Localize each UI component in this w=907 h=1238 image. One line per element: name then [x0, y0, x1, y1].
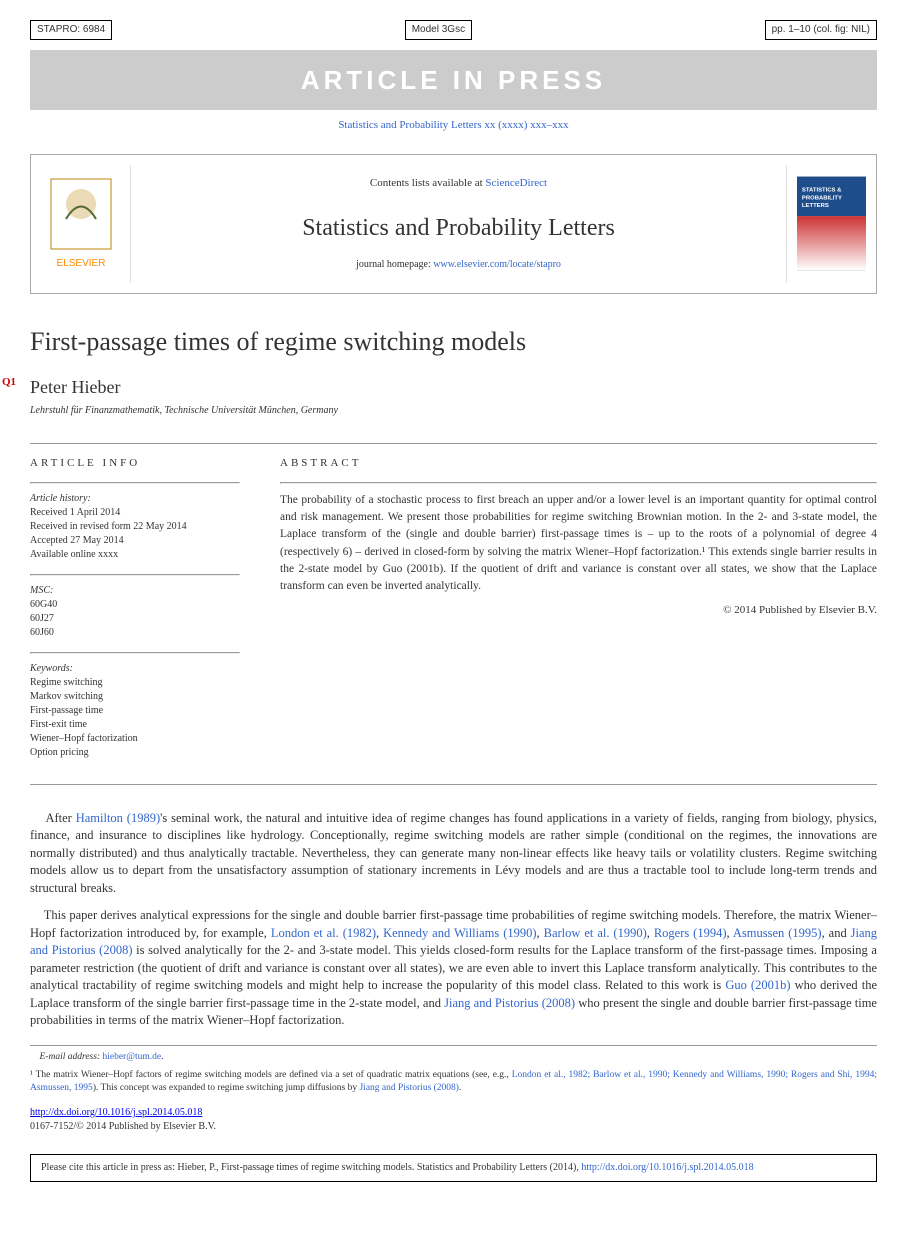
affiliation: Lehrstuhl für Finanzmathematik, Technisc…: [30, 404, 877, 418]
contents-available-line: Contents lists available at ScienceDirec…: [151, 176, 766, 191]
author-name: Q1 Peter Hieber: [30, 375, 877, 400]
query-marker: Q1: [2, 375, 16, 390]
pages-box: pp. 1–10 (col. fig: NIL): [765, 20, 877, 40]
ref-jiang2[interactable]: Jiang and Pistorius (2008): [444, 996, 575, 1010]
ref-barlow[interactable]: Barlow et al. (1990): [544, 926, 647, 940]
footnote-separator: [30, 1045, 877, 1046]
citation-box: Please cite this article in press as: Hi…: [30, 1154, 877, 1182]
abstract-heading: ABSTRACT: [280, 456, 877, 471]
msc-block: MSC: 60G40 60J27 60J60: [30, 584, 240, 640]
sciencedirect-link[interactable]: ScienceDirect: [485, 177, 547, 189]
top-bar: STAPRO: 6984 Model 3Gsc pp. 1–10 (col. f…: [30, 20, 877, 40]
svg-text:PROBABILITY: PROBABILITY: [802, 196, 842, 202]
svg-text:STATISTICS &: STATISTICS &: [802, 188, 842, 194]
keywords-block: Keywords: Regime switching Markov switch…: [30, 662, 240, 760]
footnote-ref-jiang[interactable]: Jiang and Pistorius (2008): [359, 1083, 458, 1093]
article-info-heading: ARTICLE INFO: [30, 456, 240, 471]
header-center: Contents lists available at ScienceDirec…: [131, 165, 786, 283]
info-abstract-row: ARTICLE INFO Article history: Received 1…: [30, 443, 877, 784]
footnote-1: ¹ The matrix Wiener–Hopf factors of regi…: [30, 1069, 877, 1096]
journal-title: Statistics and Probability Letters: [151, 212, 766, 246]
email-link[interactable]: hieber@tum.de: [102, 1052, 161, 1062]
abstract-column: ABSTRACT The probability of a stochastic…: [280, 456, 877, 771]
ref-london[interactable]: London et al. (1982): [271, 926, 376, 940]
svg-text:ELSEVIER: ELSEVIER: [56, 258, 105, 269]
citation-doi-link[interactable]: http://dx.doi.org/10.1016/j.spl.2014.05.…: [581, 1162, 753, 1173]
article-history: Article history: Received 1 April 2014 R…: [30, 492, 240, 562]
ref-kennedy[interactable]: Kennedy and Williams (1990): [383, 926, 536, 940]
journal-cover: STATISTICS & PROBABILITY LETTERS: [786, 165, 866, 283]
doc-id-box: STAPRO: 6984: [30, 20, 112, 40]
svg-text:LETTERS: LETTERS: [802, 204, 829, 210]
email-footnote: E-mail address: hieber@tum.de.: [30, 1051, 877, 1064]
journal-reference: Statistics and Probability Letters xx (x…: [30, 118, 877, 133]
homepage-line: journal homepage: www.elsevier.com/locat…: [151, 258, 766, 272]
issn-line: 0167-7152/© 2014 Published by Elsevier B…: [30, 1120, 877, 1134]
ref-guo[interactable]: Guo (2001b): [725, 978, 790, 992]
doi-link[interactable]: http://dx.doi.org/10.1016/j.spl.2014.05.…: [30, 1106, 877, 1120]
journal-header-box: ELSEVIER Contents lists available at Sci…: [30, 154, 877, 294]
banner-text: ARTICLE IN PRESS: [301, 65, 606, 95]
elsevier-logo: ELSEVIER: [41, 165, 131, 283]
article-in-press-banner: ARTICLE IN PRESS: [30, 50, 877, 110]
copyright-line: © 2014 Published by Elsevier B.V.: [280, 603, 877, 618]
ref-hamilton[interactable]: Hamilton (1989): [76, 811, 160, 825]
article-title: First-passage times of regime switching …: [30, 324, 877, 360]
body-para-2: This paper derives analytical expression…: [30, 907, 877, 1030]
article-info-column: ARTICLE INFO Article history: Received 1…: [30, 456, 240, 771]
ref-rogers[interactable]: Rogers (1994): [654, 926, 727, 940]
abstract-text: The probability of a stochastic process …: [280, 492, 877, 596]
model-box: Model 3Gsc: [405, 20, 472, 40]
journal-homepage-link[interactable]: www.elsevier.com/locate/stapro: [433, 259, 561, 270]
ref-asmussen[interactable]: Asmussen (1995): [733, 926, 822, 940]
body-para-1: After Hamilton (1989)'s seminal work, th…: [30, 810, 877, 898]
